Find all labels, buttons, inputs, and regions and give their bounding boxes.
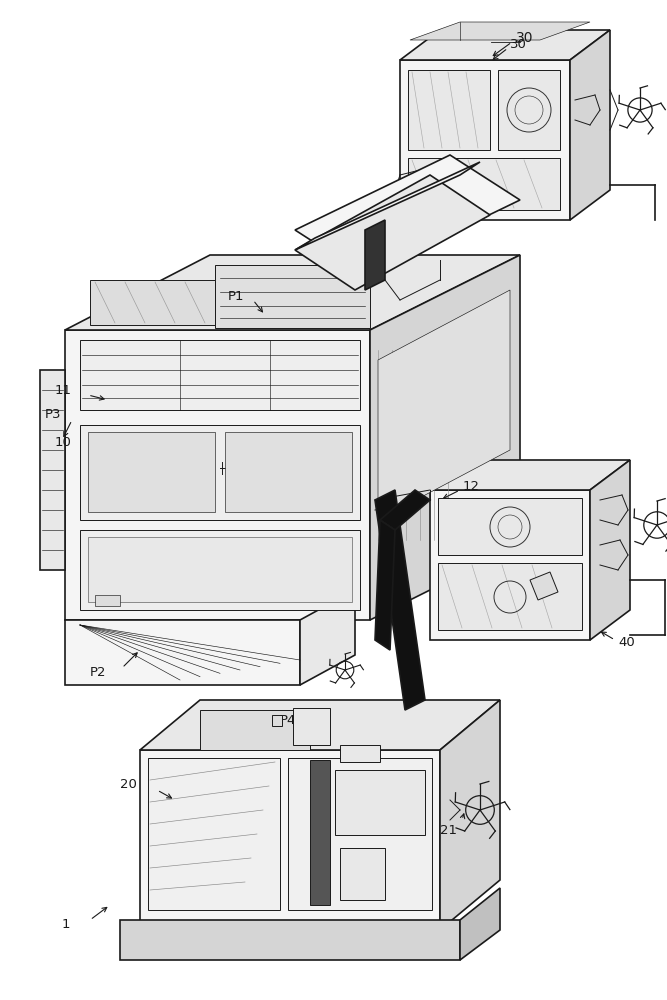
Polygon shape [148, 758, 280, 910]
Polygon shape [295, 162, 480, 250]
Polygon shape [120, 920, 460, 960]
Polygon shape [140, 700, 500, 750]
Text: 13: 13 [362, 237, 379, 250]
Polygon shape [370, 255, 520, 620]
Polygon shape [457, 363, 472, 417]
Polygon shape [460, 888, 500, 960]
Polygon shape [400, 60, 570, 220]
Text: P4: P4 [280, 714, 296, 726]
Text: P2: P2 [90, 666, 107, 680]
Polygon shape [400, 30, 610, 60]
Polygon shape [430, 460, 630, 490]
Polygon shape [340, 848, 385, 900]
Text: 40: 40 [618, 636, 635, 648]
Polygon shape [438, 498, 582, 555]
Polygon shape [439, 363, 454, 417]
Polygon shape [293, 708, 330, 745]
Polygon shape [140, 750, 440, 930]
Polygon shape [88, 432, 215, 512]
Polygon shape [65, 255, 520, 330]
Polygon shape [80, 530, 360, 610]
Polygon shape [408, 70, 490, 150]
Polygon shape [95, 595, 120, 606]
Polygon shape [65, 330, 370, 620]
Polygon shape [295, 155, 520, 275]
Polygon shape [225, 432, 352, 512]
Polygon shape [310, 760, 330, 905]
Polygon shape [375, 490, 425, 710]
Polygon shape [288, 758, 432, 910]
Polygon shape [421, 363, 436, 417]
Polygon shape [403, 363, 418, 417]
Text: 20: 20 [120, 778, 137, 792]
Text: 10: 10 [55, 436, 72, 448]
Polygon shape [80, 425, 360, 520]
Text: 11: 11 [55, 383, 72, 396]
Polygon shape [410, 22, 590, 40]
Polygon shape [498, 70, 560, 150]
Text: P3: P3 [45, 408, 61, 422]
Polygon shape [40, 370, 65, 570]
Polygon shape [438, 563, 582, 630]
Polygon shape [295, 175, 490, 290]
Text: 21: 21 [440, 824, 457, 836]
Polygon shape [88, 537, 352, 602]
Polygon shape [375, 520, 395, 650]
Polygon shape [272, 715, 282, 726]
Polygon shape [590, 460, 630, 640]
Polygon shape [570, 30, 610, 220]
Polygon shape [340, 745, 380, 762]
Polygon shape [200, 710, 310, 750]
Polygon shape [215, 265, 370, 328]
Polygon shape [430, 490, 590, 640]
Polygon shape [365, 220, 385, 290]
Polygon shape [80, 340, 360, 410]
Text: 30: 30 [510, 37, 527, 50]
Polygon shape [378, 290, 510, 520]
Polygon shape [408, 158, 560, 210]
Polygon shape [440, 700, 500, 930]
Polygon shape [300, 590, 355, 685]
Text: P1: P1 [228, 290, 245, 302]
Text: 12: 12 [463, 481, 480, 493]
Polygon shape [380, 490, 430, 530]
Text: 1: 1 [62, 918, 71, 932]
Polygon shape [65, 620, 300, 685]
Polygon shape [90, 280, 215, 325]
Polygon shape [385, 363, 400, 417]
Polygon shape [335, 770, 425, 835]
Polygon shape [530, 572, 558, 600]
Text: 30: 30 [516, 31, 534, 45]
